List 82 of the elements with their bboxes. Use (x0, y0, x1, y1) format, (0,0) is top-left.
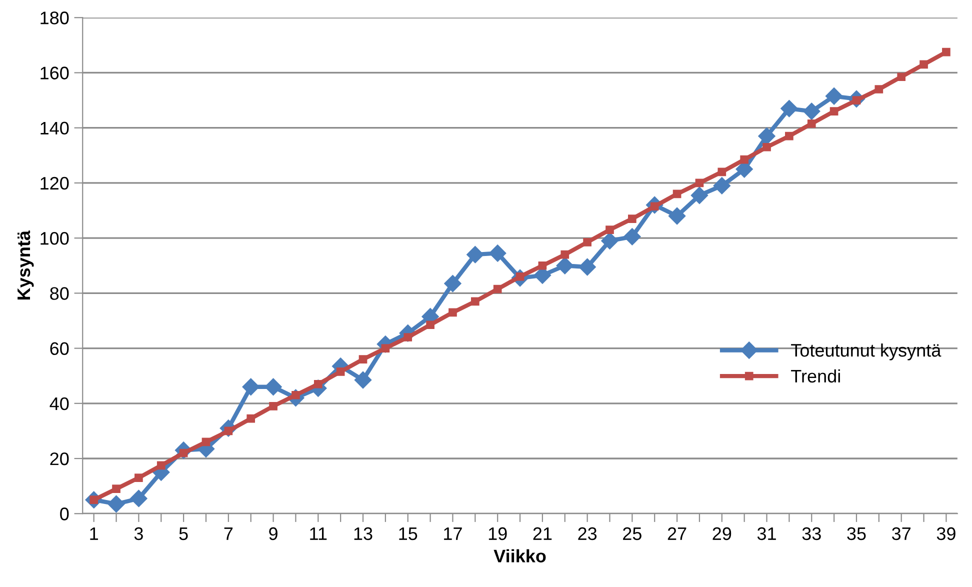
point (358, 355, 368, 364)
point (758, 128, 776, 145)
point (112, 484, 120, 493)
point (695, 178, 704, 188)
point (583, 238, 592, 246)
y-tick-label: 120 (40, 176, 69, 190)
y-tick-label: 180 (40, 12, 69, 24)
x-tick-label: 29 (712, 527, 732, 540)
y-tick-label: 80 (50, 287, 69, 300)
point (830, 107, 838, 116)
point (242, 378, 260, 396)
point (538, 261, 547, 270)
legend-label: Trendi (791, 369, 840, 383)
x-tick-label: 11 (310, 527, 327, 540)
point (762, 142, 771, 152)
x-tick-label: 1 (90, 527, 98, 540)
x-axis-title: Viikko (494, 549, 546, 562)
x-tick-label: 3 (134, 527, 143, 540)
point (578, 258, 596, 276)
x-tick-label: 39 (936, 527, 956, 540)
point (264, 378, 282, 396)
x-tick-label: 9 (269, 527, 278, 540)
y-tick-label: 160 (40, 66, 69, 80)
point (897, 72, 906, 82)
point (202, 438, 210, 446)
x-tick-label: 19 (488, 527, 507, 540)
legend-label: Toteutunut kysyntä (791, 343, 942, 360)
point (493, 284, 502, 294)
point (134, 474, 143, 482)
point (444, 274, 462, 292)
y-tick-label: 0 (60, 508, 69, 520)
point (470, 297, 480, 306)
x-tick-label: 21 (533, 527, 552, 540)
point (690, 186, 708, 204)
point (785, 132, 794, 140)
point (130, 490, 148, 508)
point (718, 168, 726, 176)
point (807, 120, 816, 128)
point (874, 85, 884, 94)
point (803, 102, 820, 120)
x-tick-label: 33 (802, 527, 821, 540)
point (942, 48, 950, 56)
x-tick-label: 31 (757, 527, 776, 540)
point (713, 177, 730, 194)
point (556, 257, 574, 274)
point (246, 414, 256, 423)
point (601, 232, 618, 250)
point (156, 461, 166, 470)
x-tick-label: 23 (578, 527, 597, 540)
y-tick-label: 40 (50, 397, 69, 410)
point (269, 402, 278, 410)
point (740, 155, 748, 164)
point (354, 371, 372, 389)
point (672, 190, 682, 198)
point (426, 320, 434, 330)
x-tick-label: 7 (224, 527, 233, 540)
point (466, 246, 484, 264)
point (624, 228, 641, 246)
point (668, 207, 686, 225)
x-tick-label: 37 (892, 527, 910, 540)
x-tick-label: 35 (847, 527, 866, 540)
x-tick-label: 27 (668, 527, 686, 540)
point (606, 226, 614, 234)
point (336, 368, 345, 376)
point (780, 100, 798, 118)
x-tick-label: 17 (444, 527, 462, 540)
point (489, 244, 506, 262)
x-tick-label: 25 (623, 527, 642, 540)
point (826, 88, 843, 105)
y-tick-label: 60 (50, 342, 69, 356)
x-tick-label: 13 (354, 527, 372, 540)
point (448, 308, 457, 317)
point (560, 250, 570, 259)
point (920, 60, 928, 69)
y-axis-title: Kysyntä (18, 230, 34, 300)
y-tick-label: 20 (50, 452, 69, 466)
point (628, 214, 636, 223)
point (108, 495, 125, 513)
x-tick-label: 15 (399, 527, 418, 540)
y-tick-label: 140 (40, 122, 69, 135)
y-tick-label: 100 (40, 232, 69, 245)
x-tick-label: 5 (179, 527, 188, 540)
